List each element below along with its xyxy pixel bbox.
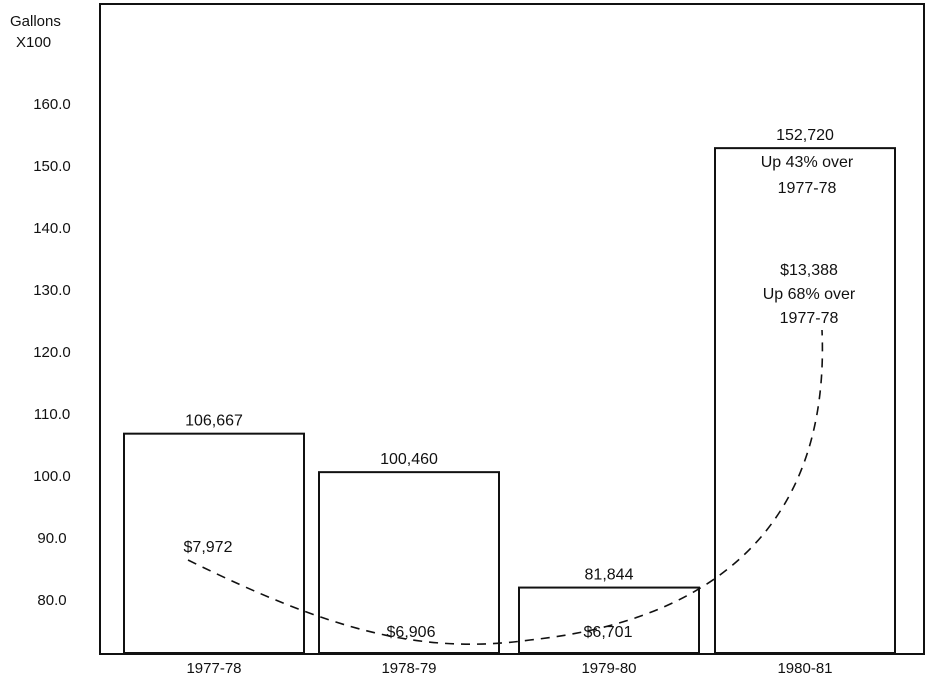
cost-labels: $7,972 $6,906 $6,701 $13,388 — [184, 262, 838, 641]
y-axis-title-line1: Gallons — [10, 13, 61, 30]
bar-value-label: 100,460 — [380, 451, 438, 468]
y-axis-title-line2: X100 — [16, 34, 51, 51]
bar-annotation-line1: Up 43% over — [761, 154, 854, 171]
category-label: 1980-81 — [777, 660, 832, 677]
y-tick-label: 110.0 — [34, 406, 70, 423]
category-label: 1977-78 — [186, 660, 241, 677]
cost-label-1977-78: $7,972 — [184, 539, 233, 556]
bar-1980-81 — [714, 147, 896, 655]
category-label: 1979-80 — [581, 660, 636, 677]
cost-label-1980-81: $13,388 — [780, 262, 838, 279]
plot-frame — [99, 3, 925, 655]
y-tick-label: 80.0 — [37, 592, 66, 609]
bar-1978-79 — [318, 471, 500, 655]
cost-trend-dashed-line — [187, 329, 824, 645]
bar-value-label: 152,720 — [776, 127, 834, 144]
y-axis-ticks: 160.0 150.0 140.0 130.0 120.0 110.0 100.0 90.0 8… — [33, 96, 71, 609]
bar-value-label: 81,844 — [585, 567, 634, 584]
cost-note-line1: Up 68% over — [763, 286, 856, 303]
cost-note-line2: 1977-78 — [780, 310, 839, 327]
y-tick-label: 130.0 — [33, 282, 71, 299]
y-tick-label: 90.0 — [37, 530, 66, 547]
y-tick-label: 140.0 — [33, 220, 71, 237]
category-labels: 1977-78 1978-79 1979-80 1980-81 — [186, 660, 832, 677]
category-label: 1978-79 — [381, 660, 436, 677]
bar-1979-80 — [518, 586, 700, 654]
bar-value-labels: 106,667 100,460 81,844 152,720 — [185, 127, 834, 583]
bar-annotation-line2: 1977-78 — [778, 180, 837, 197]
cost-label-1978-79: $6,906 — [387, 624, 436, 641]
cost-label-1979-80: $6,701 — [584, 624, 633, 641]
y-tick-label: 100.0 — [33, 468, 71, 485]
y-tick-label: 160.0 — [33, 96, 71, 113]
bar-value-label: 106,667 — [185, 413, 243, 430]
y-tick-label: 120.0 — [33, 344, 71, 361]
bars — [123, 147, 896, 655]
bar-1977-78 — [123, 432, 305, 655]
y-tick-label: 150.0 — [33, 158, 71, 175]
